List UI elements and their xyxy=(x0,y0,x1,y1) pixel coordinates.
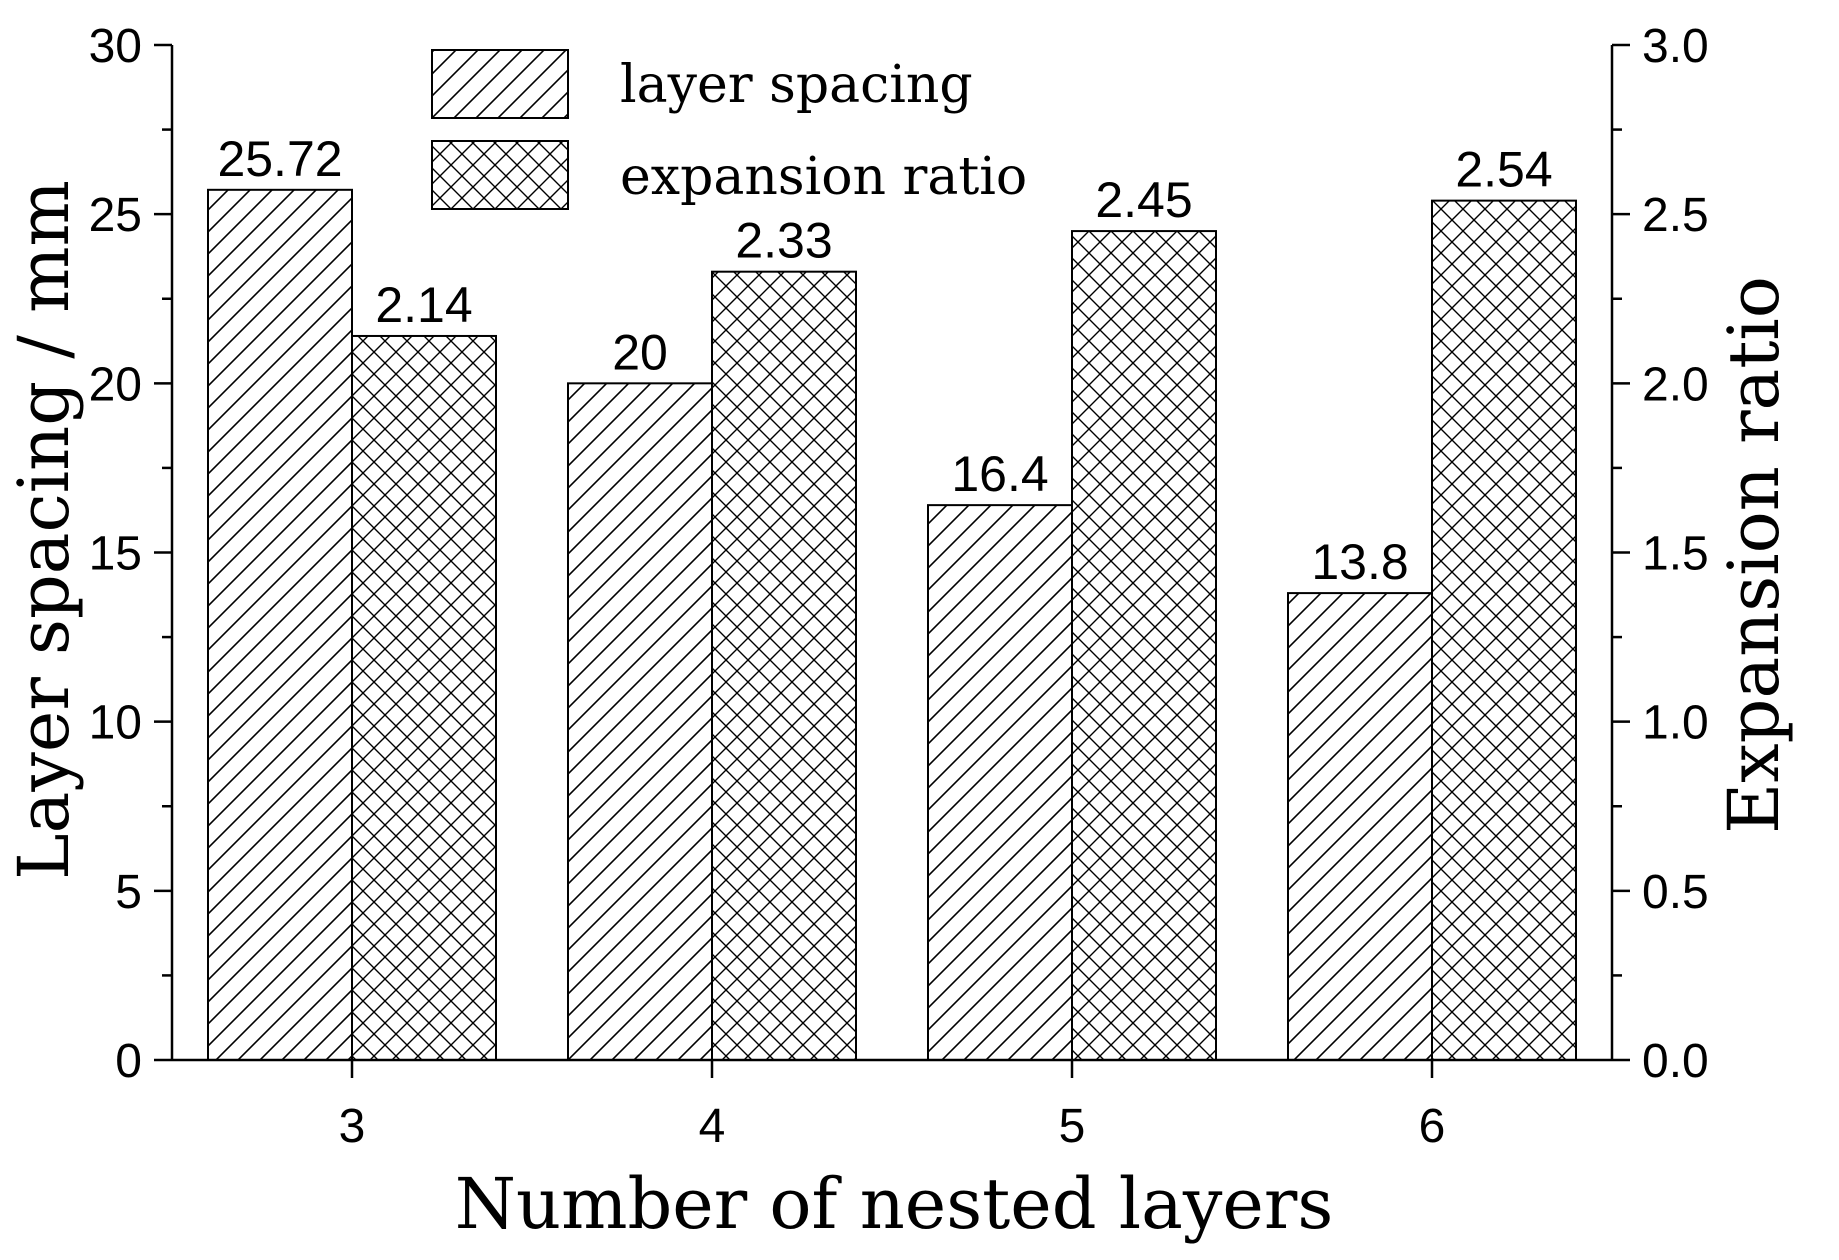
left-tick-label: 15 xyxy=(89,528,142,581)
y2-axis-title: Expansion ratio xyxy=(1713,276,1795,834)
legend: layer spacing expansion ratio xyxy=(431,49,1027,210)
right-tick-label: 2.0 xyxy=(1642,358,1709,411)
bar-layer-spacing-5 xyxy=(927,504,1073,1061)
data-label-layer-spacing-5: 16.4 xyxy=(951,446,1048,502)
bar-layer-spacing-6 xyxy=(1287,592,1433,1061)
data-label-expansion-ratio-4: 2.33 xyxy=(735,213,832,269)
bar-layer-spacing-4 xyxy=(567,382,713,1062)
left-tick-label: 30 xyxy=(89,20,142,73)
x-axis-title: Number of nested layers xyxy=(455,1163,1334,1245)
data-label-layer-spacing-4: 20 xyxy=(612,324,668,380)
legend-swatch-layer-spacing xyxy=(431,49,569,119)
data-label-expansion-ratio-5: 2.45 xyxy=(1095,172,1192,228)
right-axis-ticks: 0.0 0.5 1.0 1.5 2.0 2.5 3.0 xyxy=(1612,20,1709,1088)
bar-expansion-ratio-6 xyxy=(1431,199,1577,1061)
left-tick-label: 25 xyxy=(89,189,142,242)
x-tick-label: 3 xyxy=(339,1100,366,1153)
data-label-layer-spacing-6: 13.8 xyxy=(1311,534,1408,590)
x-tick-label: 5 xyxy=(1059,1100,1086,1153)
legend-label-expansion-ratio: expansion ratio xyxy=(620,147,1027,207)
right-tick-label: 0.5 xyxy=(1642,866,1709,919)
data-label-expansion-ratio-3: 2.14 xyxy=(375,277,472,333)
right-tick-label: 2.5 xyxy=(1642,189,1709,242)
left-tick-label: 0 xyxy=(115,1035,142,1088)
right-tick-label: 1.0 xyxy=(1642,697,1709,750)
x-tick-label: 6 xyxy=(1419,1100,1446,1153)
bar-expansion-ratio-4 xyxy=(711,270,857,1061)
right-tick-label: 3.0 xyxy=(1642,20,1709,73)
right-tick-label: 0.0 xyxy=(1642,1035,1709,1088)
right-tick-label: 1.5 xyxy=(1642,528,1709,581)
bar-expansion-ratio-3 xyxy=(351,334,497,1061)
data-label-expansion-ratio-6: 2.54 xyxy=(1455,142,1552,198)
bars-layer xyxy=(207,188,1577,1062)
legend-label-layer-spacing: layer spacing xyxy=(620,55,973,115)
bar-expansion-ratio-5 xyxy=(1071,230,1217,1062)
left-axis-ticks: 0 5 10 15 20 25 30 xyxy=(89,20,172,1088)
x-tick-label: 4 xyxy=(699,1100,726,1153)
left-tick-label: 10 xyxy=(89,697,142,750)
x-axis-ticks: 3 4 5 6 xyxy=(339,1060,1446,1153)
data-label-layer-spacing-3: 25.72 xyxy=(217,131,342,187)
left-tick-label: 20 xyxy=(89,358,142,411)
left-tick-label: 5 xyxy=(115,866,142,919)
legend-swatch-expansion-ratio xyxy=(431,140,569,210)
bar-layer-spacing-3 xyxy=(207,188,353,1062)
y-axis-title: Layer spacing / mm xyxy=(3,180,85,880)
bar-labels-layer: 25.72 2.14 20 2.33 16.4 2.45 13.8 2.54 xyxy=(217,131,1552,590)
